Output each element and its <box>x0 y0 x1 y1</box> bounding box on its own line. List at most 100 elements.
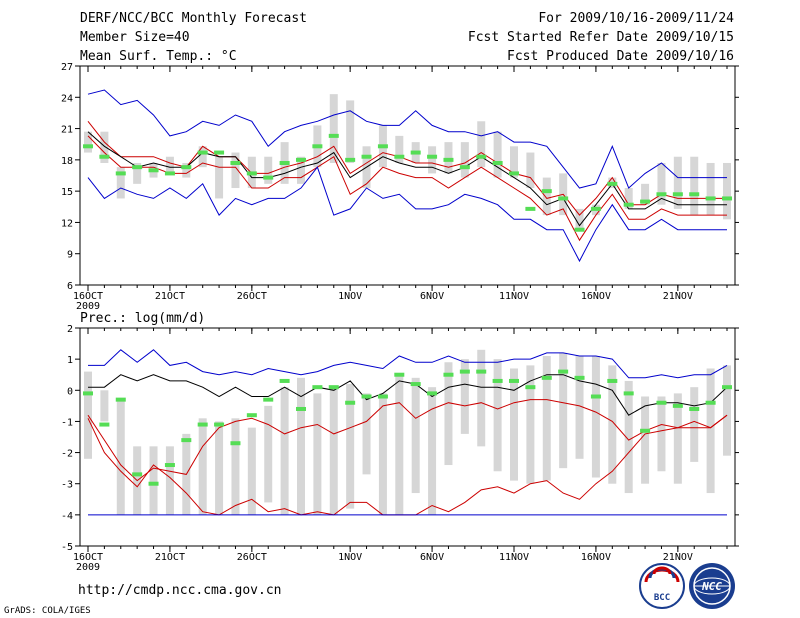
y-tick-label: 1 <box>67 355 73 366</box>
spread-box-bar <box>280 387 289 515</box>
source-url[interactable]: http://cmdp.ncc.cma.gov.cn <box>78 583 282 598</box>
spread-box-bar <box>198 418 207 515</box>
observed-dash <box>607 181 618 186</box>
x-tick-label: 16NOV <box>581 291 611 302</box>
spread-box-bar <box>346 100 355 163</box>
observed-dash <box>590 394 601 399</box>
spread-box-bar <box>657 162 666 205</box>
series-line-ensemble-max <box>88 349 728 379</box>
forecast-period: For 2009/10/16-2009/11/24 <box>538 11 734 26</box>
observed-dash <box>312 385 323 390</box>
bcc-logo: BCC <box>639 563 685 609</box>
observed-dash <box>459 165 470 170</box>
spread-box-bar <box>264 405 273 503</box>
observed-dash <box>361 394 372 399</box>
started-date: Fcst Started Refer Date 2009/10/15 <box>468 30 734 45</box>
observed-dash <box>230 441 241 446</box>
spread-box-bar <box>460 142 469 178</box>
observed-dash <box>558 369 569 374</box>
observed-dash <box>574 227 585 232</box>
spread-box-bar <box>313 393 322 515</box>
spread-box-bar <box>395 374 404 515</box>
observed-dash <box>246 413 257 418</box>
spread-box-bar <box>428 146 437 174</box>
y-tick-label: -2 <box>61 449 73 460</box>
spread-box-bar <box>542 356 551 481</box>
observed-dash <box>672 403 683 408</box>
observed-dash <box>410 382 421 387</box>
spread-box-bar <box>690 156 699 216</box>
spread-box-bar <box>84 131 92 153</box>
observed-dash <box>640 428 651 433</box>
spread-box-bar <box>542 177 551 216</box>
series-line-ensemble-mean <box>88 374 728 416</box>
observed-dash <box>394 372 405 377</box>
observed-dash <box>705 196 716 201</box>
observed-dash <box>377 394 388 399</box>
spread-box-bar <box>559 352 568 469</box>
bcc-logo-text: BCC <box>654 593 670 603</box>
x-tick-label: 21NOV <box>663 552 693 563</box>
spread-box-bar <box>641 396 650 484</box>
spread-box-bar <box>329 387 338 515</box>
observed-dash <box>115 397 126 402</box>
ncc-logo: NCC <box>689 563 735 609</box>
observed-dash <box>99 422 110 427</box>
observed-dash <box>410 150 421 155</box>
y-tick-label: 24 <box>61 93 73 104</box>
spread-box-bar <box>133 162 142 184</box>
observed-dash <box>296 406 306 411</box>
x-tick-label: 16OCT <box>73 552 103 563</box>
observed-dash <box>296 157 306 162</box>
series-line-lower-spread <box>87 135 727 242</box>
observed-dash <box>705 400 716 405</box>
observed-dash <box>328 133 339 138</box>
observed-dash <box>623 391 634 396</box>
observed-dash <box>181 438 192 443</box>
series-line-ensemble-min <box>87 166 727 263</box>
observed-dash <box>246 171 257 176</box>
spread-box-bar <box>575 208 584 230</box>
observed-dash <box>394 154 405 159</box>
spread-box-bar <box>526 152 535 189</box>
observed-dash <box>476 369 487 374</box>
observed-dash <box>132 165 143 170</box>
spread-box-bar <box>182 162 191 178</box>
y-tick-label: 12 <box>61 218 73 229</box>
observed-dash <box>230 160 241 165</box>
spread-box-bar <box>231 418 240 515</box>
precip-title: Prec.: log(mm/d) <box>80 311 205 326</box>
spread-box-bar <box>591 356 600 478</box>
spread-box-bar <box>723 162 731 220</box>
spread-box-bar <box>673 156 682 209</box>
spread-box-bar <box>100 390 109 422</box>
observed-dash <box>279 160 290 165</box>
observed-dash <box>279 378 290 383</box>
spread-box-bar <box>297 377 305 515</box>
spread-box-bar <box>362 393 371 475</box>
observed-dash <box>197 422 208 427</box>
spread-box-bar <box>215 156 224 199</box>
spread-box-bar <box>493 359 502 472</box>
y-tick-label: 6 <box>67 281 73 292</box>
y-tick-label: -4 <box>61 511 73 522</box>
spread-box-bar <box>215 421 224 515</box>
observed-dash <box>607 378 618 383</box>
spread-box-bar <box>477 121 486 168</box>
y-tick-label: -5 <box>61 542 73 553</box>
observed-dash <box>345 157 356 162</box>
observed-dash <box>509 171 519 176</box>
spread-box-bar <box>510 368 518 481</box>
x-tick-label: 26OCT <box>237 552 267 563</box>
x-tick-label: 11NOV <box>499 552 529 563</box>
observed-dash <box>361 154 372 159</box>
spread-box-bar <box>116 399 125 515</box>
observed-dash <box>132 472 143 477</box>
observed-dash <box>640 199 651 204</box>
spread-box-bar <box>706 162 715 216</box>
spread-box-bar <box>477 349 486 447</box>
observed-dash <box>164 171 175 176</box>
observed-dash <box>83 144 93 149</box>
